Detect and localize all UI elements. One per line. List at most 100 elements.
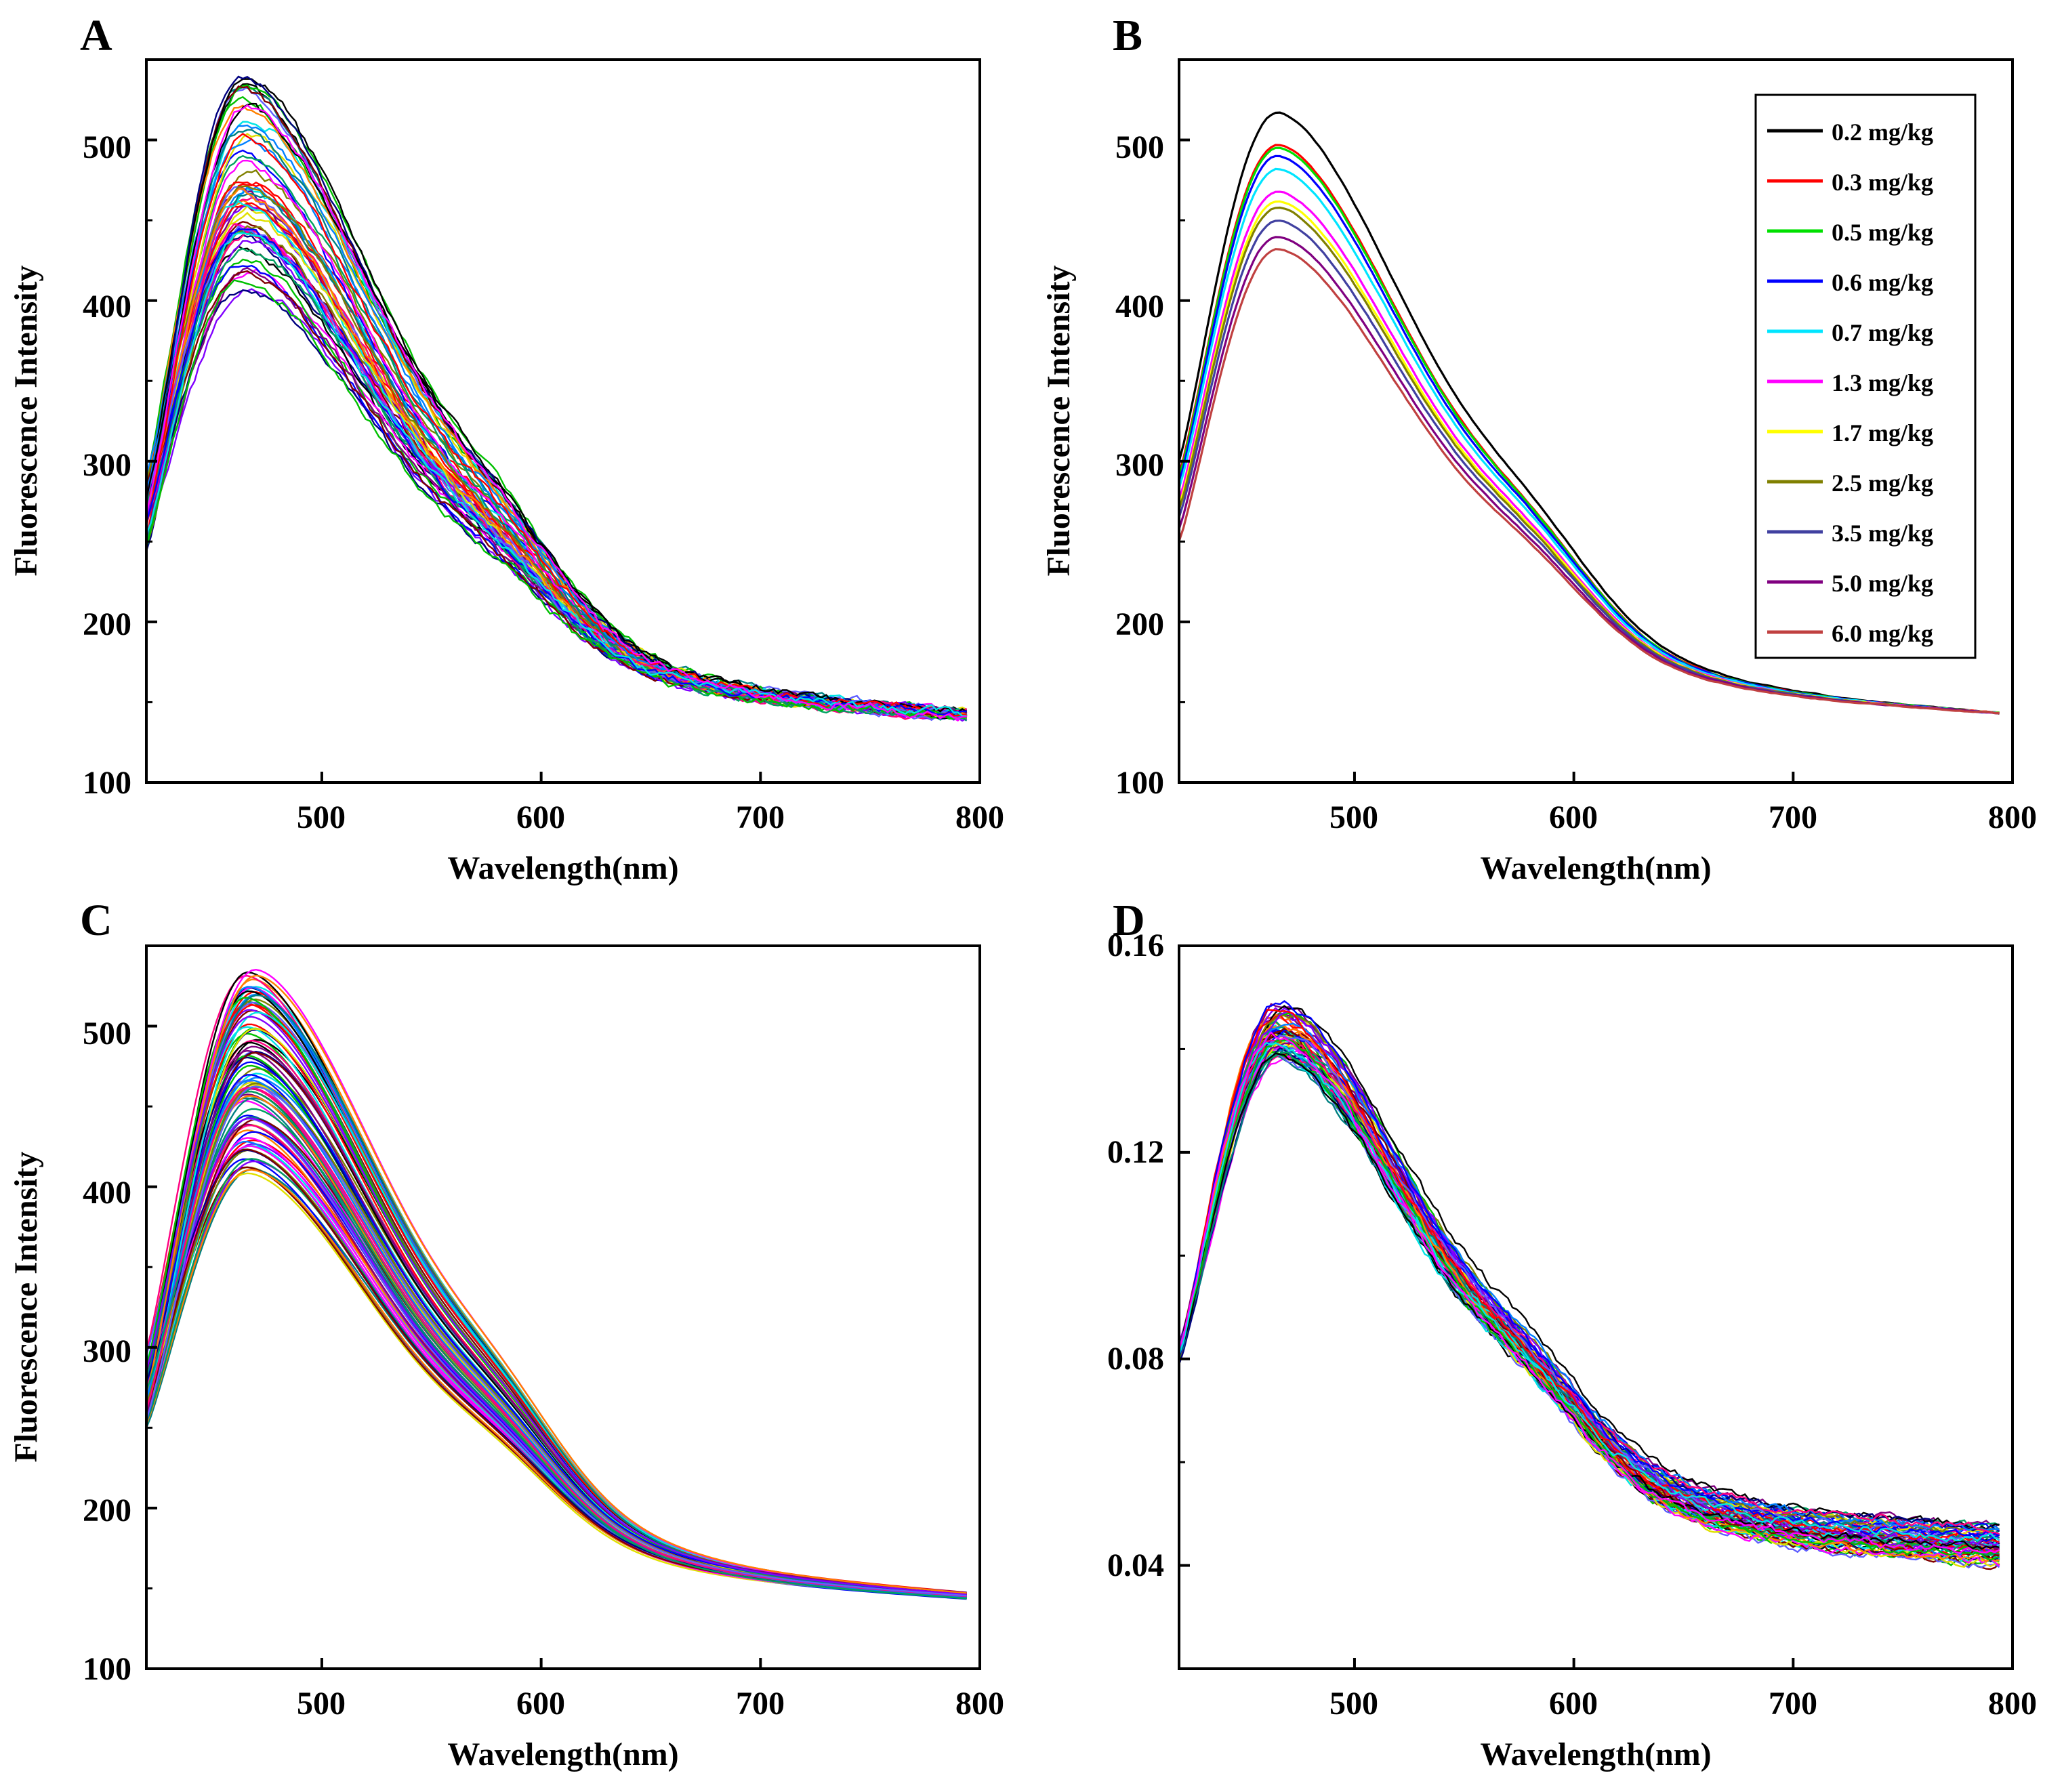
series-line xyxy=(145,187,967,718)
panel-b: B 500 600 700 800 100 200 300 400 500 Wa… xyxy=(1041,11,2037,886)
panel-d-ytick-label: 0.08 xyxy=(1107,1341,1164,1377)
series-line xyxy=(1178,1029,2000,1539)
series-line xyxy=(1178,1039,2000,1548)
panel-a-letter: A xyxy=(80,11,112,60)
series-line xyxy=(145,104,967,720)
series-line xyxy=(1178,1042,2000,1549)
legend-label: 0.5 mg/kg xyxy=(1832,219,1933,246)
series-line xyxy=(145,1172,967,1598)
series-line xyxy=(145,986,967,1596)
series-line xyxy=(145,85,967,720)
series-line xyxy=(1178,1031,2000,1549)
series-line xyxy=(145,1158,967,1593)
series-line xyxy=(145,1061,967,1594)
panel-b-xtick-label: 700 xyxy=(1769,799,1817,835)
series-line xyxy=(145,200,967,717)
series-line xyxy=(1178,1030,2000,1537)
series-line xyxy=(145,267,968,715)
series-line xyxy=(145,1129,967,1599)
series-line xyxy=(145,1166,967,1595)
series-line xyxy=(145,1045,967,1593)
series-line xyxy=(145,986,967,1598)
panel-b-ytick-label: 200 xyxy=(1115,606,1164,642)
panel-c-ytick-label: 400 xyxy=(83,1175,131,1211)
series-line xyxy=(145,247,967,721)
series-line xyxy=(145,245,967,715)
series-line xyxy=(1178,1050,2000,1557)
series-line xyxy=(1178,1003,2000,1549)
series-line xyxy=(145,228,967,717)
series-line xyxy=(145,187,968,717)
series-line xyxy=(1178,1029,2000,1535)
series-line xyxy=(145,223,968,714)
series-line xyxy=(1178,1040,2000,1541)
panel-b-ticks xyxy=(1179,138,2014,784)
series-line xyxy=(145,974,967,1594)
series-line xyxy=(1178,1024,2000,1567)
panel-d-ytick-label: 0.12 xyxy=(1107,1134,1164,1170)
panel-d: D 500 600 700 800 0.04 0.08 0.12 0.16 Wa… xyxy=(1107,896,2037,1772)
series-line xyxy=(145,188,967,716)
series-line xyxy=(1178,1027,2000,1560)
series-line xyxy=(145,1149,967,1594)
series-line xyxy=(1178,1014,2000,1556)
legend-label: 5.0 mg/kg xyxy=(1832,570,1933,597)
series-line xyxy=(1178,1027,2000,1528)
series-line xyxy=(145,1149,967,1598)
series-line xyxy=(145,264,968,717)
series-line xyxy=(1178,1012,2000,1550)
legend-label: 3.5 mg/kg xyxy=(1832,520,1933,547)
series-line xyxy=(145,1023,967,1599)
series-line xyxy=(145,232,967,717)
panel-b-letter: B xyxy=(1113,11,1142,60)
series-line xyxy=(145,1124,967,1594)
panel-a-ytick-label: 500 xyxy=(83,129,131,165)
series-line xyxy=(1178,1054,2000,1539)
series-line xyxy=(1178,1047,2000,1543)
panel-c-xtick-label: 700 xyxy=(736,1686,785,1722)
series-line xyxy=(145,993,967,1600)
series-line xyxy=(145,1108,967,1600)
series-line xyxy=(1178,1016,2000,1539)
series-line xyxy=(145,1068,967,1595)
series-line xyxy=(145,1123,967,1594)
legend-label: 6.0 mg/kg xyxy=(1832,620,1933,647)
series-line xyxy=(1178,1054,2000,1549)
panel-b-xtick-label: 600 xyxy=(1549,799,1598,835)
series-line xyxy=(145,78,967,720)
series-line xyxy=(1178,1045,2000,1567)
series-line xyxy=(145,1004,967,1595)
panel-d-xtick-label: 800 xyxy=(1988,1686,2037,1722)
series-line xyxy=(1178,1024,2000,1554)
series-line xyxy=(1178,1047,2000,1551)
series-line xyxy=(145,1086,967,1598)
panel-a-y-axis-title: Fluorescence Intensity xyxy=(8,265,44,576)
series-line xyxy=(145,1090,967,1598)
series-line xyxy=(1178,1054,2000,1552)
series-line xyxy=(145,211,967,720)
series-line xyxy=(145,1144,967,1596)
series-line xyxy=(145,1117,967,1596)
series-line xyxy=(145,240,967,719)
series-line xyxy=(145,228,967,715)
series-line xyxy=(145,1158,967,1596)
series-line xyxy=(145,1077,967,1599)
series-line xyxy=(1178,1021,2000,1549)
panel-c-xtick-label: 800 xyxy=(955,1686,1004,1722)
series-line xyxy=(145,230,968,722)
series-line xyxy=(145,1097,967,1598)
series-line xyxy=(145,1143,967,1596)
series-line xyxy=(1178,1051,2000,1556)
panel-b-ytick-label: 300 xyxy=(1115,447,1164,483)
series-line xyxy=(1178,1052,2000,1560)
series-line xyxy=(1178,1041,2000,1543)
panel-b-xtick-label: 500 xyxy=(1329,799,1378,835)
series-line xyxy=(145,202,968,719)
series-line xyxy=(1178,1005,2000,1531)
series-line xyxy=(145,288,968,722)
series-line xyxy=(1178,1037,2000,1555)
panel-d-frame xyxy=(1178,944,2014,1670)
series-line xyxy=(1178,1041,2000,1535)
panel-c-series-group xyxy=(145,968,967,1600)
panel-a-xtick-label: 500 xyxy=(297,799,346,835)
